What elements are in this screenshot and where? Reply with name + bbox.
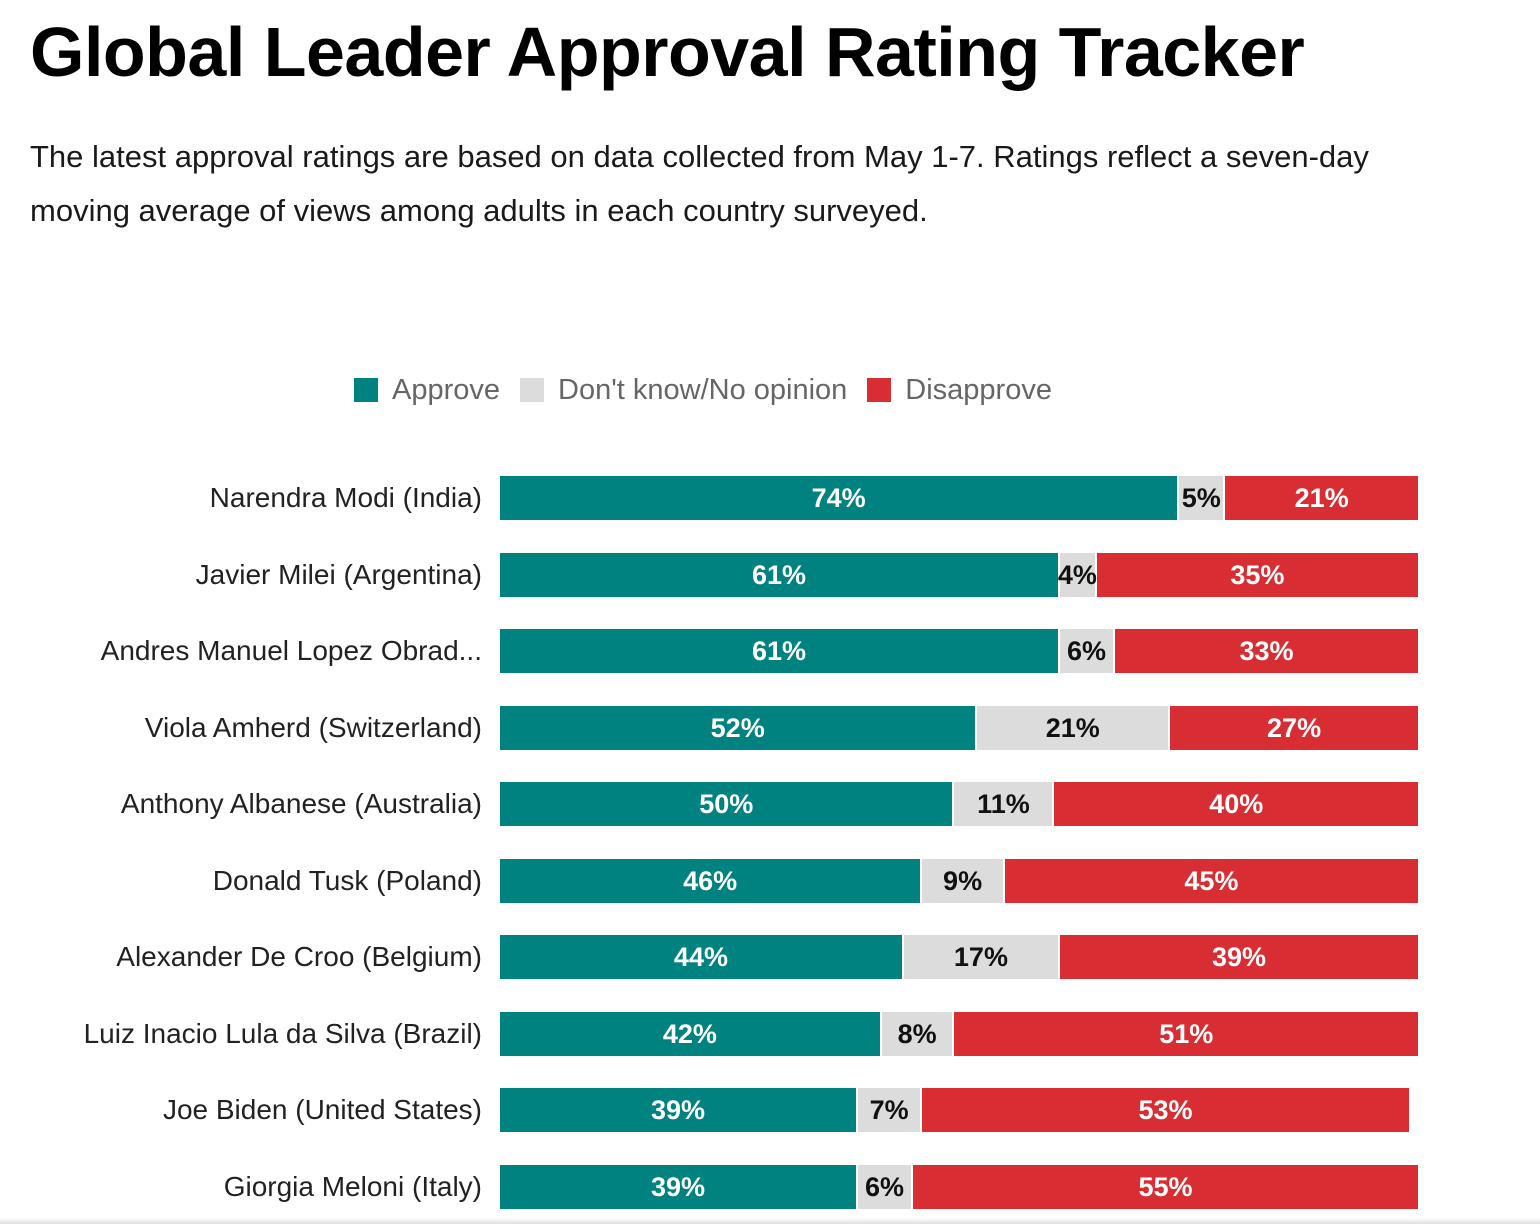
bar-segment-approve[interactable]: 52%: [500, 706, 978, 750]
bar-segment-dont-know[interactable]: 5%: [1179, 476, 1226, 520]
data-label-dont-know: 9%: [943, 865, 983, 896]
data-label-disapprove: 55%: [1138, 1171, 1193, 1202]
bar-segment-disapprove[interactable]: 40%: [1054, 782, 1418, 826]
data-label-dont-know: 11%: [977, 788, 1030, 819]
bar-segment-dont-know[interactable]: 4%: [1057, 553, 1097, 597]
data-label-dont-know: 4%: [1057, 559, 1097, 590]
bar-row: 46% 9% 45%: [500, 859, 1418, 903]
bar-row: 50% 11% 40%: [500, 782, 1418, 826]
bar-row: 39% 6% 55%: [500, 1165, 1418, 1209]
bar-segment-dont-know[interactable]: 6%: [1059, 629, 1116, 673]
bar-segment-approve[interactable]: 39%: [500, 1088, 859, 1132]
row-label: Anthony Albanese (Australia): [120, 788, 482, 819]
bar-segment-dont-know[interactable]: 7%: [858, 1088, 923, 1132]
data-label-approve: 61%: [751, 635, 806, 666]
data-label-approve: 42%: [662, 1018, 717, 1049]
data-label-dont-know: 6%: [865, 1171, 905, 1202]
bar-segment-dont-know[interactable]: 11%: [954, 782, 1055, 826]
bar-segment-approve[interactable]: 39%: [500, 1165, 859, 1209]
data-label-dont-know: 6%: [1066, 635, 1107, 666]
data-label-approve: 52%: [710, 712, 765, 743]
legend-swatch-disapprove: [867, 378, 892, 402]
bar-segment-disapprove[interactable]: 35%: [1096, 553, 1418, 597]
chart-legend: Approve Don't know/No opinion Disapprove: [354, 370, 1072, 410]
bar-row: 39% 7% 53%: [500, 1088, 1418, 1132]
legend-swatch-dont-know: [520, 378, 545, 402]
bar-segment-approve[interactable]: 44%: [500, 935, 904, 979]
data-label-disapprove: 27%: [1267, 712, 1322, 743]
row-label: Andres Manuel Lopez Obrad...: [100, 635, 482, 666]
legend-label-disapprove: Disapprove: [905, 373, 1052, 406]
bar-segment-approve[interactable]: 46%: [500, 859, 923, 903]
data-label-disapprove: 45%: [1184, 865, 1239, 896]
row-label: Luiz Inacio Lula da Silva (Brazil): [83, 1018, 482, 1049]
data-label-approve: 39%: [650, 1171, 706, 1202]
bar-segment-disapprove[interactable]: 53%: [922, 1088, 1409, 1132]
data-label-approve: 50%: [699, 788, 754, 819]
data-label-approve: 44%: [673, 941, 728, 972]
bar-segment-dont-know[interactable]: 17%: [903, 935, 1060, 979]
bar-segment-dont-know[interactable]: 8%: [881, 1012, 955, 1056]
bar-segment-approve[interactable]: 50%: [500, 782, 955, 826]
row-label: Viola Amherd (Switzerland): [144, 712, 482, 743]
data-label-disapprove: 40%: [1209, 788, 1264, 819]
legend-item-disapprove[interactable]: Disapprove: [867, 374, 1052, 407]
bar-segment-disapprove[interactable]: 33%: [1115, 629, 1418, 673]
data-label-disapprove: 21%: [1294, 482, 1349, 513]
bar-segment-disapprove[interactable]: 39%: [1059, 935, 1418, 979]
data-label-disapprove: 33%: [1239, 635, 1294, 666]
legend-label-dont-know: Don't know/No opinion: [558, 373, 848, 406]
data-label-approve: 39%: [650, 1094, 706, 1125]
bar-segment-disapprove[interactable]: 51%: [954, 1012, 1419, 1056]
row-label: Narendra Modi (India): [209, 482, 482, 513]
row-label: Giorgia Meloni (Italy): [223, 1171, 482, 1202]
bar-segment-approve[interactable]: 61%: [500, 553, 1060, 597]
page-bottom-edge: [0, 1218, 1540, 1224]
row-label: Joe Biden (United States): [162, 1094, 482, 1125]
bar-segment-disapprove[interactable]: 45%: [1004, 859, 1418, 903]
bar-row: 52% 21% 27%: [500, 706, 1418, 750]
bar-segment-dont-know[interactable]: 6%: [858, 1165, 914, 1209]
bar-row: 42% 8% 51%: [500, 1012, 1419, 1056]
bar-row: 61% 6% 33%: [500, 629, 1418, 673]
row-label: Donald Tusk (Poland): [212, 865, 482, 896]
bar-segment-dont-know[interactable]: 9%: [922, 859, 1005, 903]
bar-segment-disapprove[interactable]: 21%: [1225, 476, 1418, 520]
data-label-dont-know: 8%: [897, 1018, 937, 1049]
bar-segment-disapprove[interactable]: 55%: [913, 1165, 1418, 1209]
bar-segment-disapprove[interactable]: 27%: [1170, 706, 1418, 750]
page-title: Global Leader Approval Rating Tracker: [30, 13, 1305, 91]
data-label-disapprove: 35%: [1230, 559, 1285, 590]
bar-segment-approve[interactable]: 61%: [500, 629, 1060, 673]
row-label: Javier Milei (Argentina): [195, 559, 482, 590]
data-label-approve: 74%: [811, 482, 866, 513]
chart-subtitle: The latest approval ratings are based on…: [30, 139, 1369, 228]
bar-segment-approve[interactable]: 74%: [500, 476, 1180, 520]
data-label-dont-know: 21%: [1045, 712, 1100, 743]
bar-segment-approve[interactable]: 42%: [500, 1012, 882, 1056]
legend-label-approve: Approve: [392, 373, 501, 406]
bar-row: 44% 17% 39%: [500, 935, 1418, 979]
legend-item-dont-know[interactable]: Don't know/No opinion: [520, 374, 847, 407]
bar-row: 74% 5% 21%: [500, 476, 1418, 520]
bar-segment-dont-know[interactable]: 21%: [977, 706, 1171, 750]
data-label-disapprove: 39%: [1211, 941, 1266, 972]
bar-row: 61% 4% 35%: [500, 553, 1418, 597]
data-label-disapprove: 51%: [1159, 1018, 1214, 1049]
data-label-dont-know: 17%: [953, 941, 1008, 972]
data-label-approve: 46%: [683, 865, 738, 896]
row-label: Alexander De Croo (Belgium): [116, 941, 482, 972]
legend-item-approve[interactable]: Approve: [354, 374, 500, 407]
data-label-disapprove: 53%: [1138, 1094, 1193, 1125]
data-label-approve: 61%: [751, 559, 806, 590]
data-label-dont-know: 7%: [869, 1094, 909, 1125]
data-label-dont-know: 5%: [1181, 482, 1221, 513]
legend-swatch-approve: [354, 378, 378, 402]
